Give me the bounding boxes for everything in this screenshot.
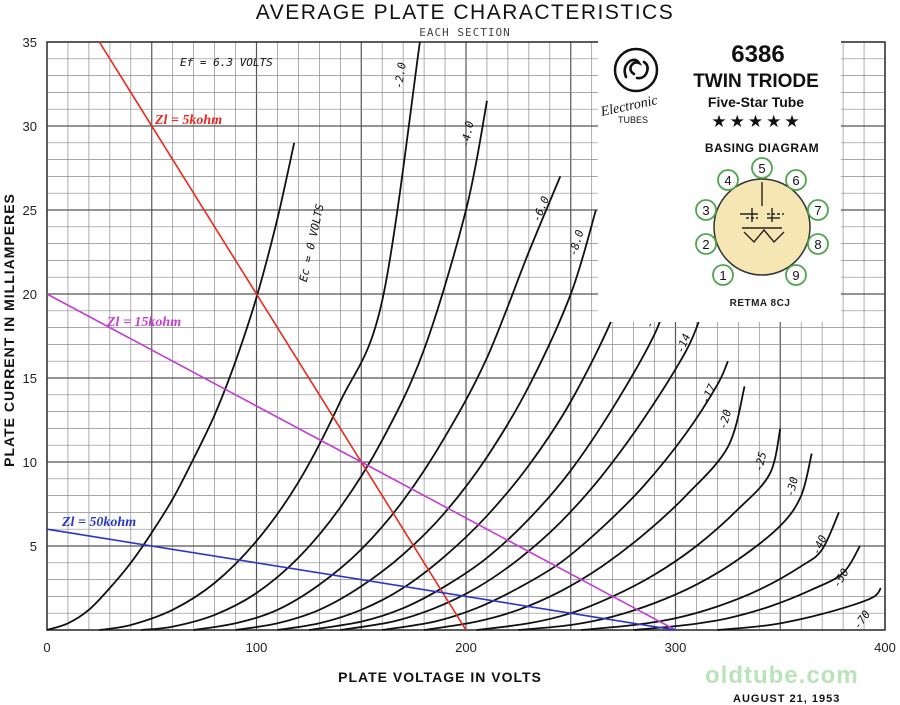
tube-description: TWIN TRIODE xyxy=(693,71,819,92)
pin-circle xyxy=(751,157,773,179)
basing-diagram: 1 2 34 5 67 8 9 xyxy=(695,157,829,286)
curve-label: -17 xyxy=(699,382,719,406)
load-line xyxy=(46,293,676,631)
plate-curve xyxy=(308,285,673,631)
load-lines: Zl = 5kohm Zl = 15kohm Zl = 50kohm xyxy=(46,41,676,631)
y-tick-label: 35 xyxy=(23,35,37,50)
pin-circle xyxy=(717,169,739,191)
curve-label: -70 xyxy=(851,608,874,632)
x-tick-label: 300 xyxy=(665,640,687,655)
pin-circle xyxy=(807,233,829,255)
curve-label: Ec = 0 VOLTS xyxy=(297,202,327,283)
plate-curve xyxy=(277,251,635,631)
plate-curve xyxy=(476,428,782,631)
y-tick-label: 30 xyxy=(23,119,37,134)
plot-grid xyxy=(46,41,886,631)
pin-circle xyxy=(785,264,807,286)
y-tick-label: 25 xyxy=(23,203,37,218)
curve-label: -50 xyxy=(830,566,852,590)
x-axis-label: PLATE VOLTAGE IN VOLTS xyxy=(338,669,542,685)
pin-number: 8 xyxy=(814,237,821,252)
plate-curve xyxy=(423,386,746,631)
watermark-text: oldtube.com xyxy=(705,662,859,689)
curve-label: -4.0 xyxy=(459,120,477,149)
pin-number: 3 xyxy=(702,203,709,218)
load-line xyxy=(98,41,467,631)
curve-label: -30 xyxy=(784,475,802,498)
logo-tubes-text: TUBES xyxy=(618,115,648,125)
pin-circle xyxy=(785,169,807,191)
plate-curve xyxy=(193,176,562,631)
x-tick-label: 400 xyxy=(874,640,896,655)
x-tick-label: 200 xyxy=(455,640,477,655)
curve-label: -6.0 xyxy=(530,194,552,224)
load-line-label: Zl = 5kohm xyxy=(154,113,222,128)
chart-title: AVERAGE PLATE CHARACTERISTICS xyxy=(256,1,674,24)
pin-number: 1 xyxy=(719,268,726,283)
pin-number: 5 xyxy=(758,161,765,176)
tube-type: 6386 xyxy=(731,41,784,68)
tube-quality: Five-Star Tube xyxy=(708,94,804,110)
pin-number: 7 xyxy=(814,203,821,218)
curve-label: -14 xyxy=(674,332,694,355)
plate-curve xyxy=(518,453,813,631)
curve-label: -40 xyxy=(810,533,830,557)
curve-label: -20 xyxy=(716,408,734,431)
y-tick-label: 15 xyxy=(23,371,37,386)
pin-number: 2 xyxy=(702,237,709,252)
load-line xyxy=(46,528,676,631)
plate-curve xyxy=(46,142,296,631)
load-line-label: Zl = 50kohm xyxy=(61,515,136,530)
chart-subtitle: EACH SECTION xyxy=(419,26,510,39)
pin-number: 6 xyxy=(792,173,799,188)
load-line-label: Zl = 15kohm xyxy=(106,315,181,330)
date-label: AUGUST 21, 1953 xyxy=(733,693,840,705)
pin-circle xyxy=(712,264,734,286)
filament-voltage-label: Ef = 6.3 VOLTS xyxy=(180,56,273,69)
plate-curve xyxy=(235,209,597,631)
curve-label: -25 xyxy=(752,451,769,473)
plate-curves xyxy=(46,41,882,631)
pin-circle xyxy=(695,199,717,221)
plate-curve xyxy=(340,310,704,631)
retma-code: RETMA 8CJ xyxy=(730,298,791,309)
pin-number: 4 xyxy=(724,173,731,188)
plate-curve xyxy=(633,545,861,631)
plate-curve xyxy=(581,512,840,631)
y-axis-label: PLATE CURRENT IN MILLIAMPERES xyxy=(1,193,17,467)
plate-curve xyxy=(141,100,488,631)
quality-stars: ★★★★★ xyxy=(711,112,802,132)
basing-diagram-title: BASING DIAGRAM xyxy=(705,141,819,155)
y-tick-label: 10 xyxy=(23,455,37,470)
pin-circle xyxy=(807,199,829,221)
pin-circle xyxy=(695,233,717,255)
curve-label: -2.0 xyxy=(392,61,409,89)
y-tick-label: 20 xyxy=(23,287,37,302)
plate-curve xyxy=(99,41,421,631)
y-tick-label: 5 xyxy=(30,539,37,554)
x-tick-label: 100 xyxy=(246,640,268,655)
plate-curve xyxy=(717,587,882,631)
pin-number: 9 xyxy=(792,268,799,283)
x-tick-label: 0 xyxy=(43,640,50,655)
tube-info-panel: Electronic TUBES 6386 TWIN TRIODE Five-S… xyxy=(598,40,841,322)
